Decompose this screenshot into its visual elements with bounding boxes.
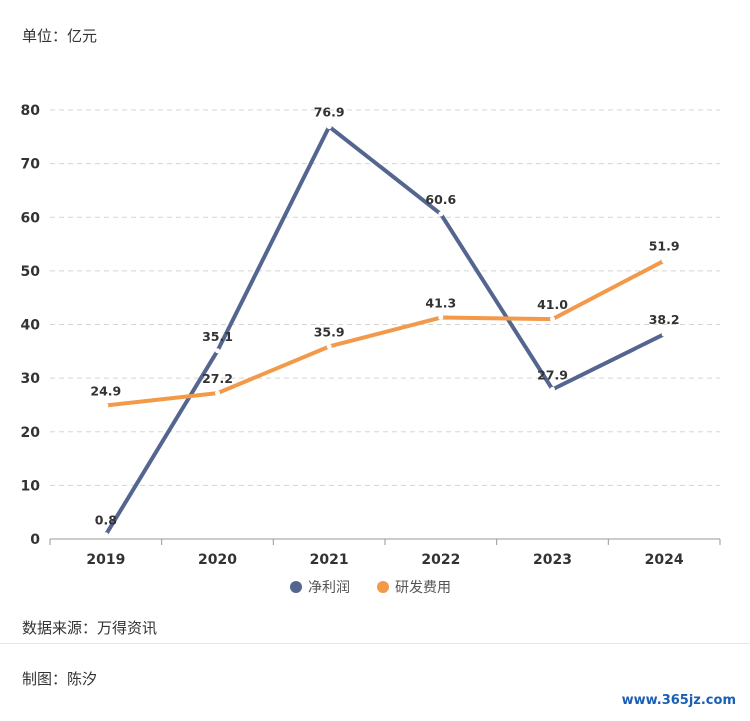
y-tick-label: 70 [21,157,41,173]
data-label: 38.2 [649,312,680,327]
gridlines [50,109,720,486]
data-point [103,402,109,408]
divider [0,643,750,644]
data-point [661,331,667,337]
data-label: 51.9 [649,239,680,254]
data-label: 24.9 [90,383,121,398]
y-tick-label: 10 [21,478,41,494]
data-point [550,386,555,392]
axes: 0 10 20 30 40 50 60 70 80 2019 2020 2021 2022 2023 202… [21,103,721,568]
y-tick-label: 30 [21,371,41,387]
y-tick-label: 80 [21,103,41,119]
legend-marker [377,581,389,593]
data-label: 60.6 [425,192,456,207]
data-point [103,532,109,538]
data-label: 41.0 [537,297,568,312]
data-point [326,343,332,349]
legend-item[interactable]: 净利润 [290,580,350,596]
x-tick-label: 2023 [533,552,572,568]
data-label: 41.3 [425,296,456,311]
x-tick-label: 2024 [645,552,684,568]
data-labels: 0.8 35.1 76.9 60.6 27.9 38.2 24.9 27.2 35.9 41.3 4… [90,105,679,528]
data-label: 35.9 [314,324,345,339]
data-label: 27.9 [537,367,568,382]
legend-label: 研发费用 [395,580,451,596]
x-tick-label: 2019 [86,552,125,568]
legend-marker [290,581,302,593]
data-source: 数据来源：万得资讯 [22,619,158,637]
watermark: www.365jz.com [621,693,736,708]
x-tick-label: 2022 [421,552,460,568]
data-label: 27.2 [202,371,233,386]
data-label: 76.9 [314,105,345,120]
unit-label: 单位：亿元 [22,27,98,45]
data-point [438,211,444,217]
legend-item[interactable]: 研发费用 [377,580,451,596]
y-tick-label: 50 [21,264,41,280]
legend[interactable]: 净利润 研发费用 [290,580,451,596]
y-tick-label: 60 [21,210,41,226]
legend-label: 净利润 [308,580,350,596]
data-point [550,316,555,322]
data-point [438,315,444,321]
line-chart: 0 10 20 30 40 50 60 70 80 2019 2020 2021 2022 2023 202… [21,103,721,596]
data-point [326,124,332,130]
y-tick-label: 0 [30,532,40,548]
y-tick-label: 40 [21,318,41,334]
data-point [215,390,220,396]
series-line-rd-expense [103,258,667,408]
series-line-net-profit [103,124,667,537]
data-label: 35.1 [202,329,233,344]
data-label: 0.8 [95,513,117,528]
x-tick-label: 2020 [198,552,237,568]
chart-author: 制图：陈汐 [22,670,98,688]
data-point [661,258,667,264]
data-point [215,348,220,354]
series-lines [103,124,667,538]
y-tick-label: 20 [21,425,41,441]
x-tick-label: 2021 [310,552,349,568]
